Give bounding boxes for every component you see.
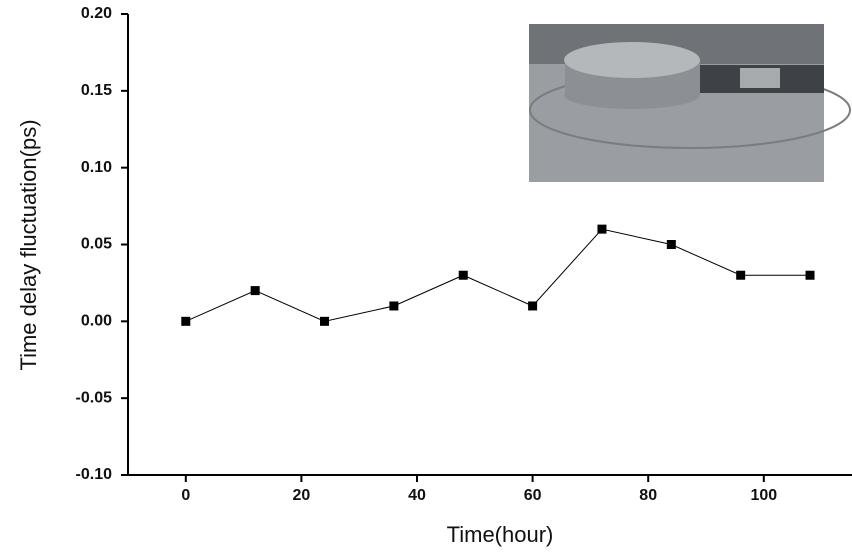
y-tick-label: 0.10: [81, 159, 112, 176]
y-tick-label: 0.05: [81, 236, 112, 253]
x-tick-label: 60: [524, 487, 542, 504]
data-point: [805, 270, 815, 280]
data-point: [320, 316, 330, 326]
y-tick-label: 0.15: [81, 82, 112, 99]
x-tick-label: 40: [408, 487, 426, 504]
data-point: [736, 270, 746, 280]
x-tick-label: 0: [181, 487, 190, 504]
data-point: [597, 224, 607, 234]
y-tick-label: 0.00: [81, 313, 112, 330]
data-point: [250, 286, 260, 296]
series-line: [185, 228, 811, 322]
y-axis-label: Time delay fluctuation(ps): [16, 119, 41, 370]
x-axis-label: Time(hour): [447, 522, 554, 547]
data-point: [458, 270, 468, 280]
y-tick-label: -0.10: [76, 466, 113, 483]
data-point: [666, 240, 676, 249]
data-point: [389, 301, 399, 311]
x-tick-label: 20: [293, 487, 311, 504]
y-tick-label: 0.20: [81, 5, 112, 22]
x-tick-label: 100: [750, 487, 777, 504]
x-tick-label: 80: [639, 487, 657, 504]
data-point: [528, 301, 538, 311]
data-point: [181, 316, 191, 326]
inset-photo: [529, 24, 851, 182]
y-tick-label: -0.05: [76, 389, 113, 406]
